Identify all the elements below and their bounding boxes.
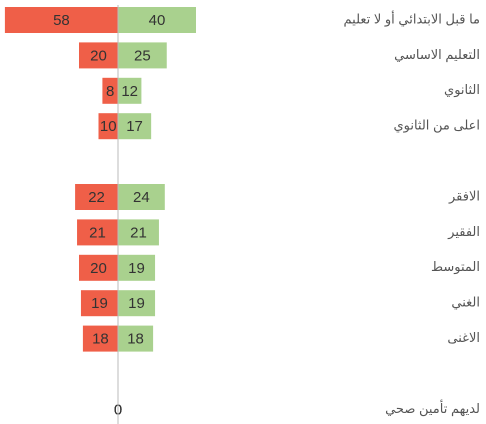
- value-label: 19: [91, 295, 108, 312]
- bar: [82, 325, 118, 352]
- value-label: 8: [106, 83, 114, 100]
- value-label: 17: [126, 118, 143, 135]
- value-label: 20: [90, 47, 107, 64]
- value-label: 19: [128, 295, 145, 312]
- value-label: 25: [134, 47, 151, 64]
- category-label: اعلى من الثانوي: [393, 118, 480, 134]
- value-label: 22: [88, 189, 105, 206]
- value-label: 24: [133, 189, 150, 206]
- bar: [118, 77, 142, 104]
- bar: [77, 219, 118, 246]
- category-label: التعليم الاساسي: [394, 47, 480, 63]
- bar: [75, 184, 118, 210]
- value-label: 58: [53, 12, 70, 29]
- bar: [118, 219, 159, 246]
- bar: [118, 254, 156, 281]
- bar: [118, 184, 165, 210]
- category-label: المتوسط: [431, 259, 480, 275]
- category-label: الثانوي: [444, 82, 480, 98]
- category-label: الغني: [451, 295, 480, 310]
- category-label: لديهم تأمين صحي: [385, 399, 480, 417]
- bar: [79, 254, 118, 281]
- bar: [118, 290, 156, 317]
- bar: [102, 77, 118, 104]
- value-label: 21: [130, 224, 147, 241]
- bar: [80, 290, 118, 317]
- bar: [4, 7, 118, 33]
- value-label: 21: [89, 224, 106, 241]
- bar: [118, 7, 196, 33]
- category-label: الافقر: [448, 188, 480, 204]
- value-label: 18: [92, 331, 109, 348]
- bar: [98, 113, 118, 140]
- value-label: 18: [127, 331, 144, 348]
- category-label: ما قبل الابتدائي أو لا تعليم: [344, 10, 481, 27]
- bar: [118, 113, 152, 140]
- bar: [79, 42, 118, 69]
- value-label: 12: [121, 83, 138, 100]
- value-label: 40: [149, 12, 166, 29]
- bar: [118, 325, 154, 352]
- value-label: 20: [90, 260, 107, 277]
- category-label: الاغنى: [447, 330, 480, 345]
- value-label: 10: [100, 118, 117, 135]
- category-label: الفقير: [447, 224, 480, 240]
- value-label: 19: [128, 260, 145, 277]
- bar: [118, 42, 167, 69]
